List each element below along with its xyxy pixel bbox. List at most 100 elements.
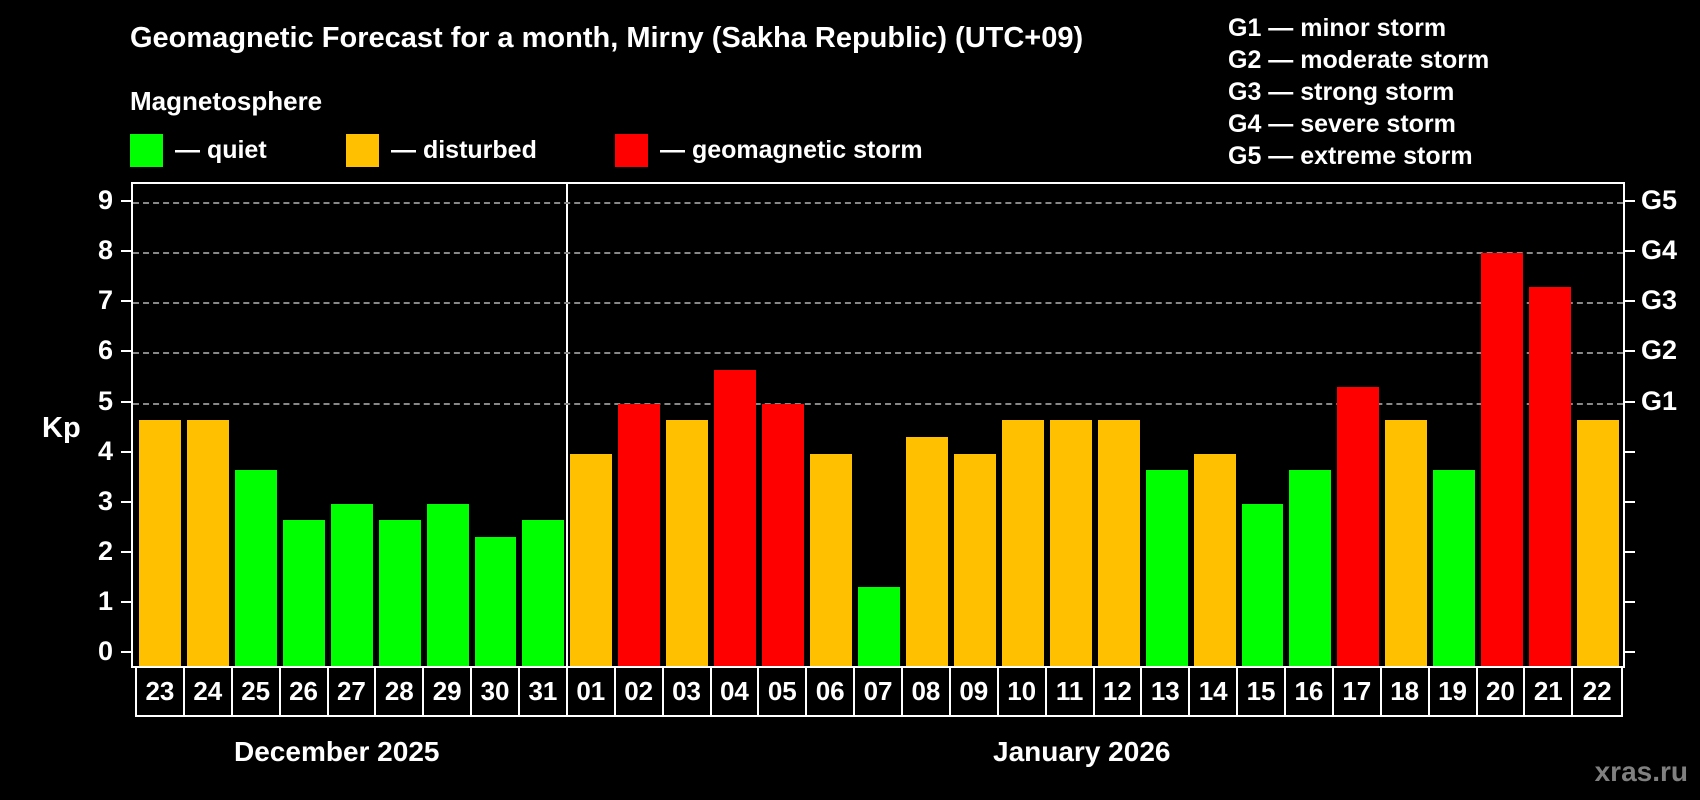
gridline-9 — [133, 202, 1623, 205]
right-tick-7 — [1625, 300, 1635, 303]
right-tick-9 — [1625, 200, 1635, 203]
y-tick-1 — [121, 600, 131, 603]
bar-09 — [953, 453, 996, 666]
y-tick-label-4: 4 — [97, 435, 113, 466]
legend-quiet-label: — quiet — [175, 136, 267, 164]
legend-storm-label: — geomagnetic storm — [660, 136, 923, 164]
date-cell-19: 19 — [1430, 668, 1478, 715]
y-tick-9 — [121, 200, 131, 203]
right-tick-5 — [1625, 400, 1635, 403]
bar-17 — [1337, 386, 1380, 666]
date-cell-01: 01 — [568, 668, 616, 715]
bar-05 — [762, 403, 805, 666]
bar-21 — [1529, 286, 1572, 666]
date-cell-22: 22 — [1582, 676, 1612, 706]
right-tick-6 — [1625, 350, 1635, 353]
legend-storm: — geomagnetic storm — [615, 134, 923, 167]
bar-06 — [810, 453, 853, 666]
date-cell-07: 07 — [855, 668, 903, 715]
bar-27 — [330, 503, 373, 666]
legend-disturbed: — disturbed — [346, 134, 537, 167]
y-tick-8 — [121, 250, 131, 253]
plot-area — [131, 182, 1625, 668]
date-cell-04: 04 — [712, 668, 760, 715]
date-cell-14: 14 — [1190, 668, 1239, 715]
y-tick-3 — [121, 500, 131, 503]
y-tick-label-3: 3 — [97, 485, 113, 516]
g-scale-label-g5: G5 — [1641, 185, 1678, 216]
month-divider — [566, 184, 569, 666]
date-cell-26: 26 — [281, 668, 329, 715]
y-tick-label-7: 7 — [97, 285, 113, 316]
g2-legend: G2 — moderate storm — [1228, 46, 1490, 74]
magnetosphere-heading: Magnetosphere — [130, 86, 323, 116]
g-scale-label-g2: G2 — [1641, 335, 1678, 366]
quiet-swatch — [130, 134, 163, 167]
gridline-8 — [133, 252, 1623, 255]
bar-26 — [282, 520, 325, 666]
watermark: xras.ru — [1594, 756, 1688, 787]
date-cell-11: 11 — [1047, 668, 1095, 715]
date-cell-16: 16 — [1286, 668, 1334, 715]
right-tick-8 — [1625, 250, 1635, 253]
g4-legend: G4 — severe storm — [1228, 110, 1456, 138]
bar-31 — [522, 520, 565, 666]
date-cell-08: 08 — [903, 668, 951, 715]
date-cell-28: 28 — [376, 668, 425, 715]
bar-03 — [666, 420, 709, 666]
bar-01 — [570, 453, 613, 666]
bar-24 — [186, 420, 229, 666]
bar-08 — [905, 437, 948, 666]
date-cell-30: 30 — [472, 668, 520, 715]
bar-28 — [378, 520, 421, 666]
date-cell-27: 27 — [329, 668, 377, 715]
bar-07 — [858, 587, 900, 666]
bar-20 — [1481, 253, 1524, 666]
y-axis-label: Kp — [42, 412, 81, 444]
date-cell-21: 21 — [1525, 668, 1574, 715]
y-tick-label-5: 5 — [97, 385, 113, 416]
date-cell-12: 12 — [1095, 668, 1143, 715]
y-tick-label-1: 1 — [97, 585, 113, 616]
date-cell-05: 05 — [759, 668, 808, 715]
date-cell-06: 06 — [807, 668, 856, 715]
legend-quiet: — quiet — [130, 134, 267, 167]
right-tick-3 — [1625, 500, 1635, 503]
date-axis: 23 24 25 26 27 28 29 30 31 01 02 03 04 05 06 07 08 09 10 11… — [135, 668, 1623, 717]
y-tick-label-8: 8 — [97, 235, 113, 266]
date-cell-25: 25 — [233, 668, 281, 715]
y-tick-label-0: 0 — [97, 636, 113, 666]
y-tick-label-6: 6 — [97, 335, 113, 366]
date-cell-17: 17 — [1334, 668, 1382, 715]
date-cell-20: 20 — [1478, 668, 1526, 715]
bar-04 — [714, 369, 757, 666]
chart-title: Geomagnetic Forecast for a month, Mirny … — [130, 22, 1084, 54]
gridline-5 — [133, 402, 1623, 405]
g-scale-label-g3: G3 — [1641, 285, 1678, 316]
date-cell-03: 03 — [664, 668, 712, 715]
legend-disturbed-label: — disturbed — [391, 136, 537, 164]
y-tick-5 — [121, 400, 131, 403]
bar-23 — [139, 420, 181, 666]
bar-10 — [1001, 420, 1044, 666]
bar-22 — [1577, 420, 1619, 666]
y-tick-0 — [121, 651, 131, 653]
date-cell-18: 18 — [1382, 668, 1430, 715]
g-scale-label-g1: G1 — [1641, 385, 1678, 416]
bar-16 — [1289, 470, 1332, 666]
g-scale-label-g4: G4 — [1641, 235, 1678, 266]
bar-15 — [1241, 503, 1284, 666]
y-tick-4 — [121, 450, 131, 453]
gridline-7 — [133, 302, 1623, 305]
month-label-january: January 2026 — [993, 736, 1171, 767]
bar-18 — [1385, 420, 1428, 666]
date-cell-31: 31 — [520, 668, 568, 715]
right-tick-1 — [1625, 600, 1635, 603]
g1-legend: G1 — minor storm — [1228, 14, 1447, 42]
y-tick-7 — [121, 300, 131, 303]
y-tick-2 — [121, 550, 131, 553]
y-tick-label-2: 2 — [97, 535, 113, 566]
right-tick-0 — [1625, 651, 1635, 653]
date-cell-24: 24 — [185, 668, 233, 715]
bar-02 — [618, 403, 661, 666]
